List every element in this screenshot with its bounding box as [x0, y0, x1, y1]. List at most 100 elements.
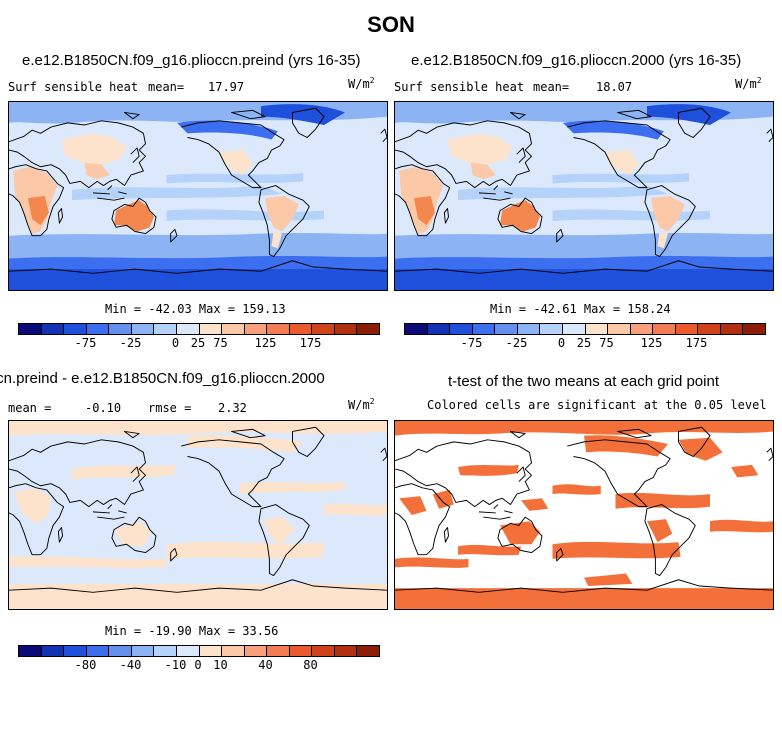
panel-3-colorbar-tick: 40: [258, 658, 273, 672]
colorbar-swatch: [108, 324, 131, 334]
colorbar-swatch: [674, 324, 698, 334]
colorbar-swatch: [333, 646, 357, 656]
panel-2-colorbar-tick: -75: [460, 336, 483, 350]
colorbar-swatch: [243, 646, 267, 656]
panel-3-colorbar: [18, 645, 380, 657]
panel-4-subtitle: Colored cells are significant at the 0.0…: [427, 398, 767, 412]
panel-1-minmax: Min = -42.03 Max = 159.13: [105, 302, 286, 316]
panel-4-title: t-test of the two means at each grid poi…: [448, 373, 719, 390]
panel-1-colorbar-tick: 175: [299, 336, 322, 350]
panel-3-minmax: Min = -19.90 Max = 33.56: [105, 624, 279, 638]
panel-2-mean-value: 18.07: [596, 80, 633, 94]
panel-1-colorbar-tick: 75: [213, 336, 228, 350]
panel-3-colorbar-tick: -80: [74, 658, 97, 672]
panel-4-map: [394, 420, 774, 610]
panel-2-colorbar-tick: 0: [557, 336, 566, 350]
panel-2-colorbar-tick: 125: [640, 336, 663, 350]
panel-3-colorbar-tick: -40: [119, 658, 142, 672]
colorbar-swatch: [494, 324, 517, 334]
colorbar-swatch: [356, 324, 379, 334]
panel-1-colorbar-tick: 0: [171, 336, 180, 350]
panel-3-rmse-label: rmse =: [148, 401, 192, 415]
colorbar-swatch: [198, 324, 222, 334]
colorbar-swatch: [584, 324, 608, 334]
panel-2-colorbar-labels: -75 -25 0 25 75 125 175: [404, 336, 764, 352]
panel-2-colorbar-tick: 25: [576, 336, 592, 350]
colorbar-swatch: [243, 324, 267, 334]
colorbar-swatch: [697, 324, 720, 334]
panel-1-title: e.e12.B1850CN.f09_g16.plioccn.preind (yr…: [22, 52, 361, 69]
colorbar-swatch: [40, 324, 64, 334]
colorbar-swatch: [652, 324, 675, 334]
panel-2-colorbar-tick: 75: [599, 336, 614, 350]
panel-2-minmax: Min = -42.61 Max = 158.24: [490, 302, 671, 316]
colorbar-swatch: [85, 646, 109, 656]
colorbar-swatch: [449, 324, 472, 334]
colorbar-swatch: [288, 646, 312, 656]
panel-3-colorbar-tick: 80: [303, 658, 318, 672]
figure-title: SON: [367, 12, 415, 37]
colorbar-swatch: [19, 646, 41, 656]
panel-2-colorbar-tick: -25: [505, 336, 528, 350]
panel-1-mean-label: mean=: [148, 80, 185, 94]
colorbar-swatch: [175, 324, 199, 334]
panel-2-variable: Surf sensible heat: [394, 80, 525, 94]
colorbar-swatch: [19, 324, 41, 334]
panel-3-mean-value: -0.10: [85, 401, 122, 415]
panel-1-colorbar-tick: 125: [254, 336, 277, 350]
colorbar-swatch: [629, 324, 653, 334]
colorbar-swatch: [85, 324, 109, 334]
panel-3-title-clip: e.e12.B1850CN.f09_g16.plioccn.preind - e…: [0, 370, 470, 390]
panel-1-mean-value: 17.97: [208, 80, 245, 94]
colorbar-swatch: [153, 324, 176, 334]
colorbar-swatch: [63, 646, 86, 656]
colorbar-swatch: [561, 324, 585, 334]
colorbar-swatch: [130, 646, 154, 656]
panel-3-colorbar-tick: 10: [213, 658, 228, 672]
panel-1-map: [8, 101, 388, 291]
colorbar-swatch: [742, 324, 765, 334]
colorbar-swatch: [356, 646, 379, 656]
colorbar-swatch: [266, 646, 289, 656]
panel-3-colorbar-tick: -10: [164, 658, 187, 672]
colorbar-swatch: [311, 324, 334, 334]
panel-3-map: [8, 420, 388, 610]
panel-3-rmse-value: 2.32: [218, 401, 247, 415]
colorbar-swatch: [471, 324, 495, 334]
colorbar-swatch: [63, 324, 86, 334]
colorbar-swatch: [221, 324, 244, 334]
panel-1-colorbar: [18, 323, 380, 335]
panel-2-colorbar: [404, 323, 766, 335]
panel-2-mean-label: mean=: [533, 80, 570, 94]
panel-3-title: e.e12.B1850CN.f09_g16.plioccn.preind - e…: [0, 370, 325, 387]
panel-3-mean-label: mean =: [8, 401, 52, 415]
colorbar-swatch: [221, 646, 244, 656]
colorbar-swatch: [405, 324, 427, 334]
colorbar-swatch: [539, 324, 562, 334]
panel-1-variable: Surf sensible heat: [8, 80, 139, 94]
panel-3-colorbar-tick: 0: [194, 658, 202, 672]
colorbar-swatch: [175, 646, 199, 656]
colorbar-swatch: [607, 324, 630, 334]
panel-3-units: W/m2: [348, 397, 375, 412]
panel-1-colorbar-tick: -25: [119, 336, 142, 350]
colorbar-swatch: [516, 324, 540, 334]
colorbar-swatch: [266, 324, 289, 334]
colorbar-swatch: [108, 646, 131, 656]
panel-1-colorbar-labels: -75 -25 0 25 75 125 175: [18, 336, 378, 352]
panel-2-colorbar-tick: 175: [685, 336, 708, 350]
colorbar-swatch: [333, 324, 357, 334]
colorbar-swatch: [288, 324, 312, 334]
panel-3-colorbar-labels: -80 -40 -10 0 10 40 80: [18, 658, 378, 674]
panel-1-colorbar-tick: -75: [74, 336, 97, 350]
colorbar-swatch: [130, 324, 154, 334]
panel-2-title: e.e12.B1850CN.f09_g16.plioccn.2000 (yrs …: [411, 52, 742, 69]
colorbar-swatch: [311, 646, 334, 656]
colorbar-swatch: [198, 646, 222, 656]
panel-1-units: W/m2: [348, 76, 375, 91]
panel-2-map: [394, 101, 774, 291]
colorbar-swatch: [153, 646, 176, 656]
panel-2-units: W/m2: [735, 76, 762, 91]
colorbar-swatch: [719, 324, 743, 334]
colorbar-swatch: [426, 324, 450, 334]
